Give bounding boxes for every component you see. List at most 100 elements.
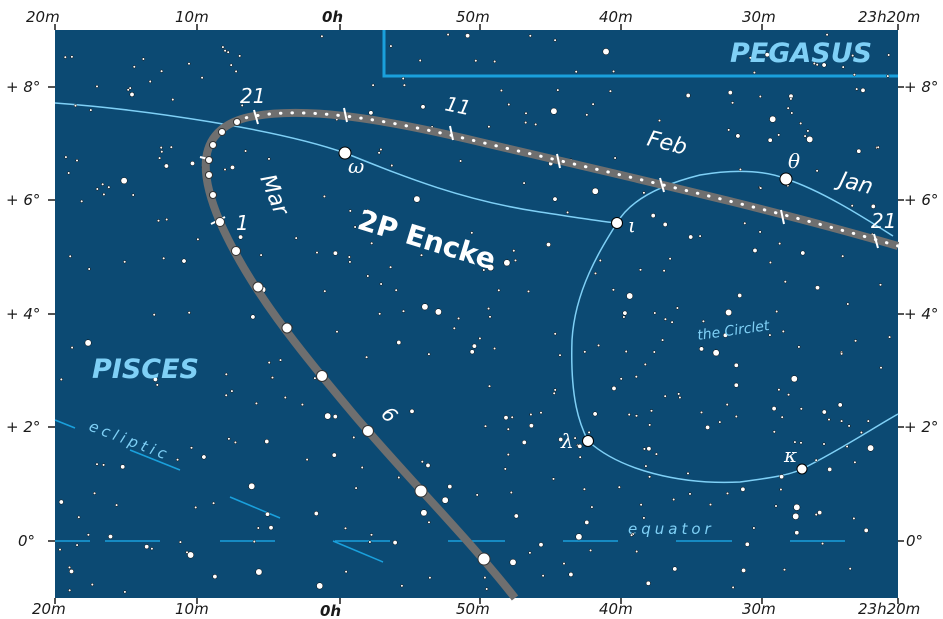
background-star	[169, 145, 173, 149]
background-star	[777, 133, 781, 137]
background-star	[366, 209, 370, 213]
background-star	[794, 530, 800, 536]
background-star	[863, 527, 869, 533]
background-star	[80, 199, 84, 203]
background-star	[771, 406, 777, 412]
background-star	[812, 61, 816, 66]
dec-label: + 4°	[6, 305, 40, 323]
background-star	[488, 315, 492, 319]
background-star	[447, 484, 453, 490]
background-star	[123, 590, 127, 594]
background-star	[598, 258, 602, 263]
background-star	[63, 55, 67, 59]
ra-bottom-label: 50m	[456, 600, 490, 618]
background-star	[144, 544, 150, 550]
background-star	[840, 352, 844, 356]
background-star	[255, 568, 263, 576]
background-star	[316, 582, 324, 590]
background-star	[377, 151, 381, 155]
background-star	[267, 157, 271, 161]
background-star	[630, 533, 634, 537]
background-star	[427, 352, 431, 356]
background-star	[428, 576, 432, 580]
background-star	[300, 403, 304, 407]
background-star	[87, 267, 91, 271]
background-star	[550, 107, 558, 115]
background-star	[626, 292, 634, 300]
background-star	[675, 306, 679, 310]
background-star	[506, 453, 510, 457]
background-star	[800, 250, 806, 256]
background-star	[86, 533, 90, 537]
background-star	[888, 335, 892, 339]
background-star	[741, 567, 747, 573]
background-star	[305, 458, 309, 462]
background-star	[825, 33, 829, 37]
background-star	[503, 415, 509, 421]
background-star	[553, 332, 557, 336]
background-star	[512, 249, 516, 253]
ecliptic-line	[54, 419, 384, 563]
background-star	[221, 45, 225, 49]
background-star	[593, 271, 598, 275]
background-star	[822, 442, 826, 446]
background-star	[705, 424, 711, 430]
background-star	[590, 505, 594, 509]
dec-label: + 8°	[6, 78, 40, 96]
background-star	[107, 185, 111, 189]
background-star	[546, 242, 551, 248]
background-star	[487, 264, 495, 272]
background-star	[663, 394, 667, 398]
background-star	[176, 458, 180, 462]
background-star	[790, 375, 798, 383]
background-star	[752, 526, 756, 530]
background-star	[425, 462, 431, 468]
background-star	[852, 73, 856, 77]
equator-label: equator	[628, 520, 715, 538]
background-star	[509, 490, 513, 495]
border-ticks	[48, 24, 904, 604]
background-star	[699, 410, 704, 414]
background-star	[856, 45, 862, 51]
track-ticks	[199, 107, 879, 249]
background-star	[841, 254, 845, 258]
background-star	[538, 542, 544, 548]
background-star	[591, 102, 595, 106]
background-star	[672, 566, 678, 572]
background-star	[420, 460, 424, 464]
background-star	[485, 587, 489, 591]
background-star	[240, 103, 244, 107]
background-star	[848, 567, 852, 571]
background-star	[389, 265, 393, 269]
date-label: 11	[443, 91, 473, 120]
background-star	[254, 401, 258, 405]
background-star	[585, 113, 589, 117]
star-label-theta: θ	[788, 149, 800, 173]
background-star	[332, 414, 338, 420]
background-star	[233, 440, 237, 444]
background-star	[678, 395, 682, 400]
background-star	[493, 59, 497, 64]
background-star	[553, 388, 557, 392]
background-star	[768, 260, 772, 265]
ra-top-label: 0h	[322, 8, 343, 26]
background-star	[774, 504, 778, 508]
background-star	[727, 90, 733, 96]
background-star	[642, 447, 646, 451]
background-star	[645, 580, 651, 586]
background-star	[642, 191, 646, 195]
background-star	[163, 163, 169, 169]
ra-top-label: 40m	[599, 8, 633, 26]
ra-bottom-label: 30m	[742, 600, 776, 618]
background-stars	[58, 33, 892, 594]
background-star	[573, 436, 577, 440]
background-star	[95, 462, 99, 466]
background-star	[427, 520, 431, 524]
background-star	[335, 330, 339, 334]
star-kappa	[796, 463, 808, 475]
background-star	[847, 424, 851, 428]
background-star	[737, 293, 743, 298]
background-star	[837, 402, 843, 408]
background-star	[75, 158, 79, 163]
background-star	[256, 526, 260, 530]
